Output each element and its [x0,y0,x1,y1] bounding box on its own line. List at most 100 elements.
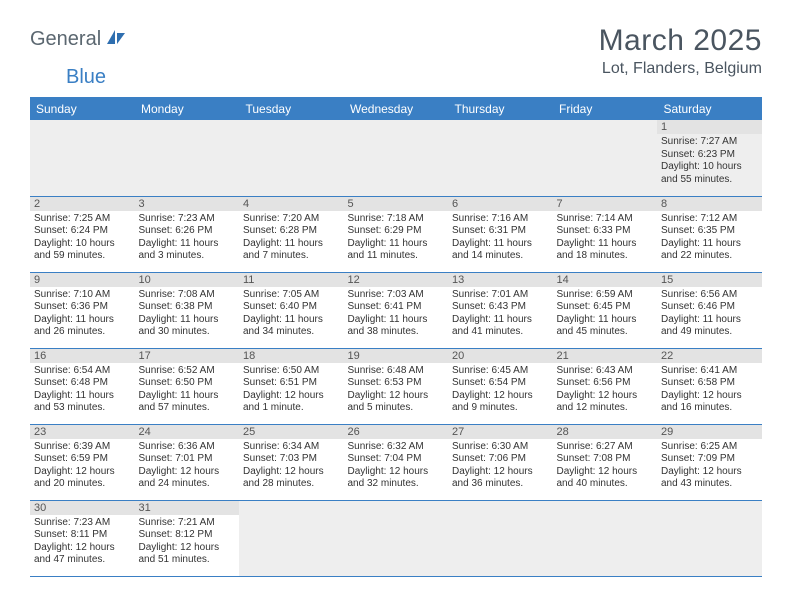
calendar-day-cell: 23Sunrise: 6:39 AMSunset: 6:59 PMDayligh… [30,424,135,500]
day-number: 8 [657,197,762,211]
daylight-text: Daylight: 11 hours [452,238,549,251]
day-number: 27 [448,425,553,439]
sunset-text: Sunset: 6:23 PM [661,149,758,162]
weekday-saturday: Saturday [657,98,762,121]
day-details: Sunrise: 6:45 AMSunset: 6:54 PMDaylight:… [448,363,553,418]
sunrise-text: Sunrise: 6:59 AM [557,289,654,302]
sunrise-text: Sunrise: 6:43 AM [557,365,654,378]
calendar-day-cell [30,120,135,196]
month-title: March 2025 [599,24,762,58]
calendar-week-row: 23Sunrise: 6:39 AMSunset: 6:59 PMDayligh… [30,424,762,500]
daylight-text: Daylight: 12 hours [139,466,236,479]
day-number: 2 [30,197,135,211]
day-details: Sunrise: 7:23 AMSunset: 8:11 PMDaylight:… [30,515,135,570]
daylight-text: and 51 minutes. [139,554,236,567]
day-number: 1 [657,120,762,134]
daylight-text: and 18 minutes. [557,250,654,263]
calendar-day-cell: 5Sunrise: 7:18 AMSunset: 6:29 PMDaylight… [344,196,449,272]
daylight-text: Daylight: 11 hours [661,314,758,327]
logo-text-blue: Blue [66,66,106,88]
weekday-thursday: Thursday [448,98,553,121]
daylight-text: and 36 minutes. [452,478,549,491]
daylight-text: Daylight: 11 hours [557,238,654,251]
sunset-text: Sunset: 7:04 PM [348,453,445,466]
sunset-text: Sunset: 6:59 PM [34,453,131,466]
sunrise-text: Sunrise: 7:05 AM [243,289,340,302]
day-details: Sunrise: 7:16 AMSunset: 6:31 PMDaylight:… [448,211,553,266]
sunrise-text: Sunrise: 7:16 AM [452,213,549,226]
day-number: 26 [344,425,449,439]
sunset-text: Sunset: 6:29 PM [348,225,445,238]
daylight-text: Daylight: 12 hours [452,390,549,403]
calendar-day-cell: 16Sunrise: 6:54 AMSunset: 6:48 PMDayligh… [30,348,135,424]
sunrise-text: Sunrise: 7:12 AM [661,213,758,226]
day-number: 21 [553,349,658,363]
weekday-header-row: Sunday Monday Tuesday Wednesday Thursday… [30,98,762,121]
day-details: Sunrise: 7:27 AMSunset: 6:23 PMDaylight:… [657,134,762,189]
daylight-text: and 22 minutes. [661,250,758,263]
daylight-text: Daylight: 11 hours [348,314,445,327]
calendar-day-cell: 20Sunrise: 6:45 AMSunset: 6:54 PMDayligh… [448,348,553,424]
daylight-text: Daylight: 11 hours [348,238,445,251]
sunset-text: Sunset: 6:26 PM [139,225,236,238]
calendar-day-cell: 7Sunrise: 7:14 AMSunset: 6:33 PMDaylight… [553,196,658,272]
daylight-text: Daylight: 11 hours [139,314,236,327]
daylight-text: Daylight: 12 hours [348,466,445,479]
calendar-day-cell: 17Sunrise: 6:52 AMSunset: 6:50 PMDayligh… [135,348,240,424]
day-details: Sunrise: 6:59 AMSunset: 6:45 PMDaylight:… [553,287,658,342]
daylight-text: and 57 minutes. [139,402,236,415]
weekday-sunday: Sunday [30,98,135,121]
title-block: March 2025 Lot, Flanders, Belgium [599,24,762,78]
day-details: Sunrise: 6:39 AMSunset: 6:59 PMDaylight:… [30,439,135,494]
daylight-text: and 53 minutes. [34,402,131,415]
day-number: 28 [553,425,658,439]
day-number: 24 [135,425,240,439]
calendar-day-cell: 31Sunrise: 7:21 AMSunset: 8:12 PMDayligh… [135,500,240,576]
sunrise-text: Sunrise: 6:56 AM [661,289,758,302]
calendar-week-row: 16Sunrise: 6:54 AMSunset: 6:48 PMDayligh… [30,348,762,424]
day-details: Sunrise: 6:41 AMSunset: 6:58 PMDaylight:… [657,363,762,418]
calendar-day-cell: 19Sunrise: 6:48 AMSunset: 6:53 PMDayligh… [344,348,449,424]
daylight-text: and 12 minutes. [557,402,654,415]
sunrise-text: Sunrise: 7:20 AM [243,213,340,226]
calendar-day-cell: 8Sunrise: 7:12 AMSunset: 6:35 PMDaylight… [657,196,762,272]
logo: General [30,28,129,51]
daylight-text: and 34 minutes. [243,326,340,339]
day-number: 22 [657,349,762,363]
daylight-text: Daylight: 12 hours [452,466,549,479]
sunrise-text: Sunrise: 7:10 AM [34,289,131,302]
calendar-day-cell: 25Sunrise: 6:34 AMSunset: 7:03 PMDayligh… [239,424,344,500]
sunrise-text: Sunrise: 7:23 AM [34,517,131,530]
daylight-text: and 16 minutes. [661,402,758,415]
calendar-body: 1Sunrise: 7:27 AMSunset: 6:23 PMDaylight… [30,120,762,576]
sunrise-text: Sunrise: 7:18 AM [348,213,445,226]
daylight-text: and 1 minute. [243,402,340,415]
sunrise-text: Sunrise: 6:50 AM [243,365,340,378]
daylight-text: Daylight: 12 hours [34,542,131,555]
daylight-text: Daylight: 12 hours [557,466,654,479]
daylight-text: and 32 minutes. [348,478,445,491]
daylight-text: and 45 minutes. [557,326,654,339]
day-details: Sunrise: 6:43 AMSunset: 6:56 PMDaylight:… [553,363,658,418]
daylight-text: and 41 minutes. [452,326,549,339]
day-number: 3 [135,197,240,211]
day-number: 15 [657,273,762,287]
day-number: 25 [239,425,344,439]
sunset-text: Sunset: 8:11 PM [34,529,131,542]
daylight-text: and 55 minutes. [661,174,758,187]
daylight-text: Daylight: 10 hours [661,161,758,174]
calendar-day-cell: 11Sunrise: 7:05 AMSunset: 6:40 PMDayligh… [239,272,344,348]
day-details: Sunrise: 7:01 AMSunset: 6:43 PMDaylight:… [448,287,553,342]
day-details: Sunrise: 7:12 AMSunset: 6:35 PMDaylight:… [657,211,762,266]
daylight-text: Daylight: 12 hours [243,390,340,403]
calendar-day-cell: 14Sunrise: 6:59 AMSunset: 6:45 PMDayligh… [553,272,658,348]
daylight-text: Daylight: 12 hours [139,542,236,555]
daylight-text: Daylight: 10 hours [34,238,131,251]
sunset-text: Sunset: 6:35 PM [661,225,758,238]
day-number: 19 [344,349,449,363]
day-details: Sunrise: 6:30 AMSunset: 7:06 PMDaylight:… [448,439,553,494]
daylight-text: and 47 minutes. [34,554,131,567]
sunrise-text: Sunrise: 7:01 AM [452,289,549,302]
calendar-day-cell: 9Sunrise: 7:10 AMSunset: 6:36 PMDaylight… [30,272,135,348]
day-details: Sunrise: 6:50 AMSunset: 6:51 PMDaylight:… [239,363,344,418]
